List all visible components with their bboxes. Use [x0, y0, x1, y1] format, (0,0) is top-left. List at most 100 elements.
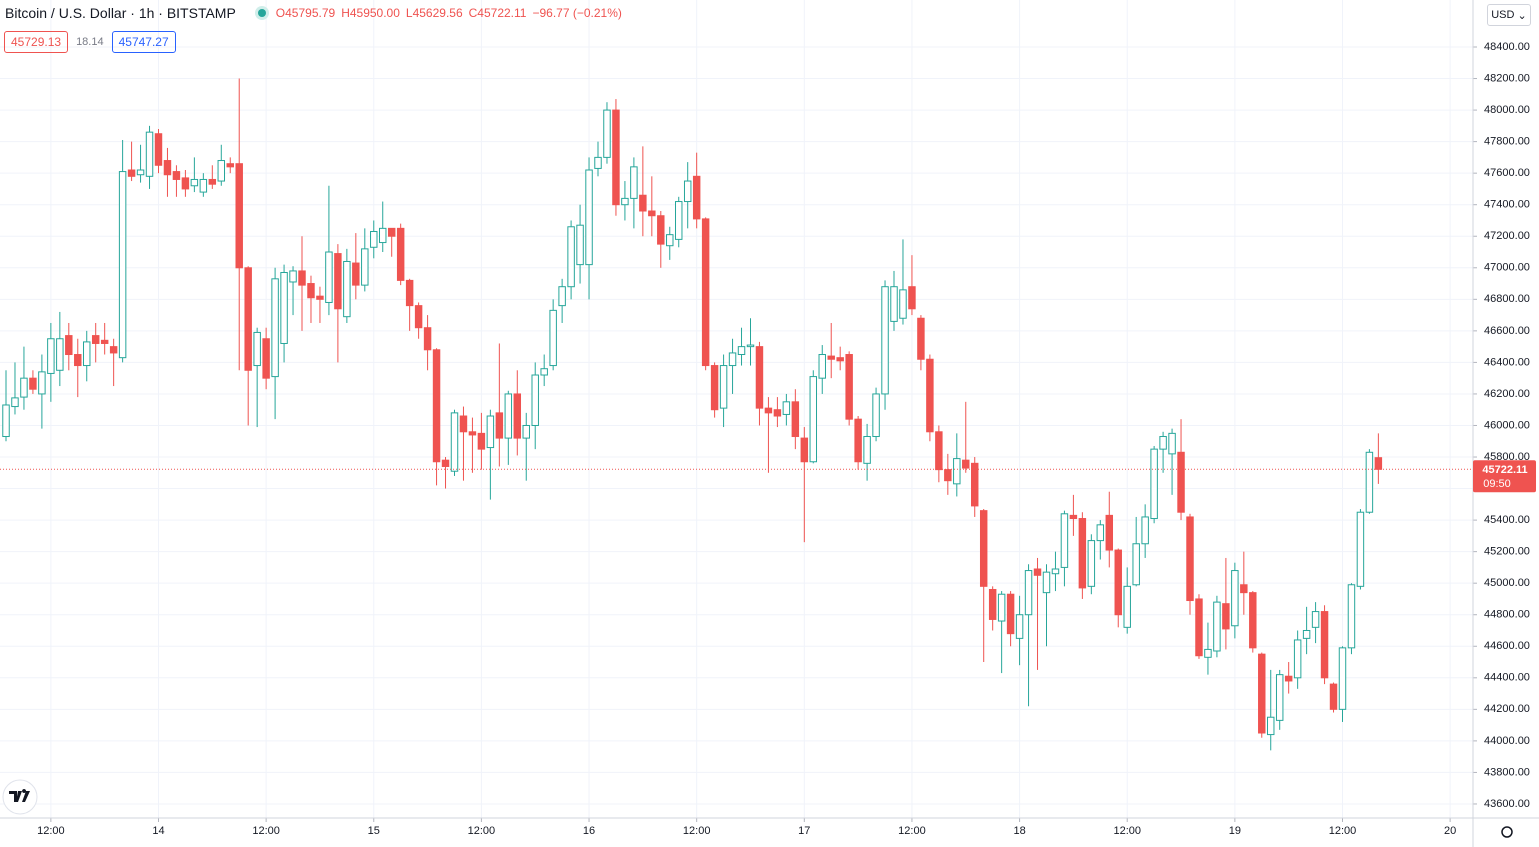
candle-body	[746, 344, 755, 348]
x-tick-label: 14	[152, 825, 164, 837]
candle-body	[1015, 614, 1024, 639]
candle-body	[370, 231, 378, 248]
candle-body	[540, 368, 548, 376]
y-tick-label: 43600.00	[1484, 798, 1530, 810]
ohlc-values: O45795.79 H45950.00 L45629.56 C45722.11 −96.…	[276, 6, 622, 20]
candle-body	[253, 331, 261, 367]
x-tick-label: 12:00	[898, 825, 926, 837]
candle-body	[1024, 570, 1033, 616]
candle-body	[244, 267, 252, 371]
candle-body	[325, 251, 333, 303]
candle-body	[639, 194, 647, 212]
candle-body	[701, 218, 710, 367]
candle-body	[486, 415, 495, 449]
candle-body	[468, 431, 477, 436]
candle-body	[558, 286, 566, 307]
candle-body	[199, 178, 208, 193]
ohlc-value: −96.77 (−0.21%)	[532, 6, 622, 20]
candle-body	[1060, 513, 1069, 568]
candle-body	[74, 354, 82, 367]
candle-body	[1087, 540, 1096, 587]
candle-body	[666, 234, 674, 247]
candle-body	[2, 404, 10, 438]
candle-body	[334, 253, 342, 310]
y-tick-label: 45400.00	[1484, 514, 1530, 526]
candle-body	[118, 171, 127, 359]
candle-body	[145, 131, 154, 177]
candle-body	[1347, 584, 1356, 649]
logo-bg	[2, 779, 38, 815]
candle-body	[971, 462, 979, 507]
candle-body	[343, 260, 351, 318]
quotes: 45729.13 18.14 45747.27	[4, 31, 176, 53]
candle-body	[1231, 570, 1239, 627]
y-tick-label: 47000.00	[1484, 262, 1530, 274]
candle-body	[1213, 601, 1221, 652]
x-tick-label: 12:00	[1329, 825, 1357, 837]
y-tick-label: 43800.00	[1484, 766, 1530, 778]
ohlc-value: H45950.00	[341, 6, 400, 20]
candle-body	[1275, 674, 1284, 721]
y-tick-label: 46000.00	[1484, 419, 1530, 431]
candle-body	[11, 397, 19, 408]
x-tick-label: 12:00	[1113, 825, 1141, 837]
y-tick-label: 46600.00	[1484, 325, 1530, 337]
candle-body	[109, 346, 118, 354]
x-tick-label: 12:00	[468, 825, 496, 837]
candle-body	[1320, 611, 1329, 679]
candle-body	[683, 180, 692, 203]
currency-button[interactable]: USD ⌄	[1487, 4, 1531, 26]
logo-mark	[9, 789, 30, 802]
candle-body	[1168, 432, 1176, 455]
y-tick-label: 44400.00	[1484, 672, 1530, 684]
y-tick-label: 48200.00	[1484, 72, 1530, 84]
candle-body	[1105, 514, 1114, 551]
candle-body	[47, 338, 55, 374]
candle-body	[1356, 511, 1365, 587]
candle-body	[91, 335, 100, 344]
x-tick-label: 12:00	[37, 825, 65, 837]
candle-body	[450, 412, 459, 472]
candle-body	[1096, 524, 1105, 542]
candle-body	[1329, 683, 1338, 710]
candle-body	[764, 407, 773, 414]
candle-body	[979, 510, 988, 587]
x-tick-label: 17	[798, 825, 810, 837]
candle-body	[459, 415, 468, 433]
sell-price[interactable]: 45729.13	[4, 31, 69, 53]
buy-price[interactable]: 45747.27	[111, 31, 176, 53]
candle-body	[217, 160, 226, 182]
candle-body	[361, 248, 369, 286]
candle-body	[988, 588, 997, 620]
candle-body	[1374, 457, 1383, 470]
candle-body	[953, 458, 961, 485]
currency: USD	[1491, 9, 1515, 21]
candle-body	[1141, 516, 1149, 545]
candle-body	[648, 210, 656, 217]
candle-body	[405, 279, 414, 307]
candle-body	[127, 169, 136, 177]
candle-body	[917, 317, 925, 360]
candle-body	[495, 412, 504, 439]
candle-body	[926, 358, 934, 433]
candle-body	[280, 272, 288, 344]
ohlc-value: C45722.11	[468, 6, 527, 20]
settings-icon[interactable]	[1501, 826, 1513, 838]
last-price-label: 45722.11	[1482, 464, 1527, 476]
candle-body	[1177, 451, 1185, 513]
candle-body	[1159, 436, 1167, 450]
candle-body	[890, 286, 898, 322]
last-price-box	[1473, 460, 1536, 493]
y-tick-label: 46400.00	[1484, 356, 1530, 368]
candle-body	[208, 178, 217, 185]
candle-body	[181, 177, 190, 190]
candle-body	[603, 109, 611, 158]
y-tick-label: 48400.00	[1484, 41, 1530, 53]
candle-body	[908, 286, 916, 310]
candle-body	[791, 401, 800, 438]
candle-body	[549, 309, 557, 367]
candle-body	[387, 227, 396, 237]
candle-body	[576, 224, 584, 266]
candle-body	[800, 437, 809, 463]
candle-body	[827, 355, 835, 360]
